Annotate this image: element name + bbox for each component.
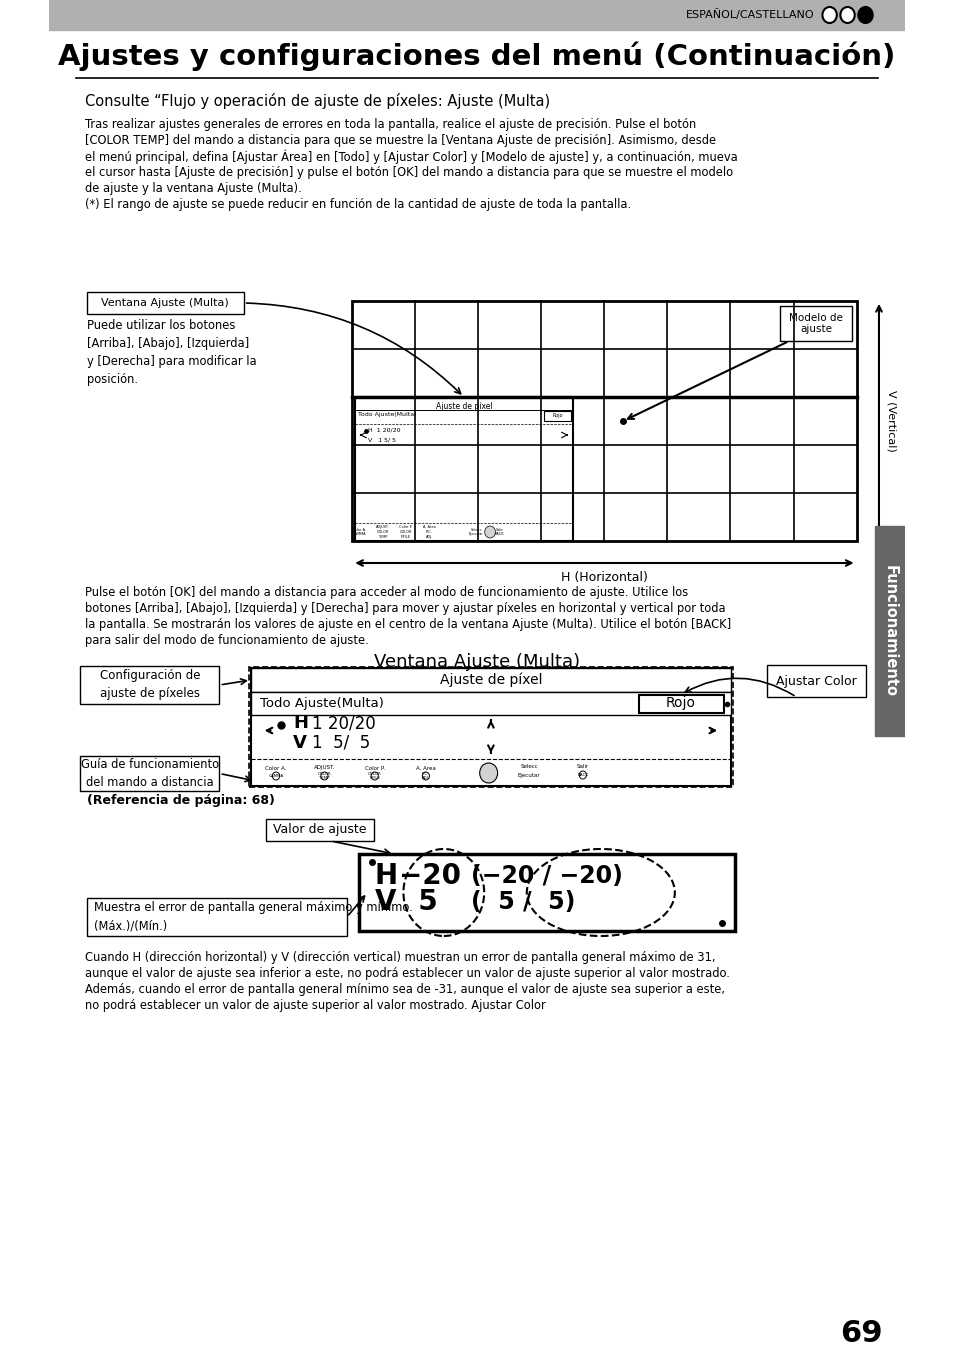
Text: el menú principal, defina [Ajustar Área] en [Todo] y [Ajustar Color] y [Modelo d: el menú principal, defina [Ajustar Área]…: [85, 151, 737, 164]
Text: H: H: [293, 715, 308, 732]
Text: A. Area
PIC.
ADJ.: A. Area PIC. ADJ.: [423, 525, 436, 538]
Bar: [49, 0, 904, 30]
Bar: [266, 819, 374, 841]
Text: Selecc: Selecc: [519, 763, 537, 769]
Text: Salir
BACK: Salir BACK: [494, 527, 504, 537]
Text: H: H: [375, 862, 397, 891]
Text: 1  5/  5: 1 5/ 5: [312, 734, 370, 751]
Bar: [251, 692, 730, 715]
Text: ESPAÑOL/CASTELLANO: ESPAÑOL/CASTELLANO: [685, 9, 814, 20]
Bar: [543, 411, 571, 420]
Bar: [638, 694, 723, 712]
Text: ADJUST.
COLOR
TEMP: ADJUST. COLOR TEMP: [375, 525, 389, 538]
Text: Color P.: Color P.: [364, 766, 384, 770]
Bar: [87, 292, 243, 315]
Text: aunque el valor de ajuste sea inferior a este, no podrá establecer un valor de a: aunque el valor de ajuste sea inferior a…: [85, 967, 729, 980]
Text: Funcionamiento: Funcionamiento: [882, 565, 896, 697]
Text: el cursor hasta [Ajuste de precisión] y pulse el botón [OK] del mando a distanci: el cursor hasta [Ajuste de precisión] y …: [85, 165, 732, 179]
Text: Rojo: Rojo: [552, 414, 562, 419]
Text: COLOR
TEMP: COLOR TEMP: [317, 772, 331, 780]
Circle shape: [273, 772, 279, 780]
Text: (  5 /  5): ( 5 / 5): [470, 891, 575, 914]
Bar: [87, 898, 347, 936]
Text: H (Horizontal): H (Horizontal): [560, 571, 647, 583]
Text: COLOR
P.FILE: COLOR P.FILE: [368, 772, 381, 780]
Text: Valor de ajuste: Valor de ajuste: [273, 823, 366, 837]
Text: Ejecutar: Ejecutar: [517, 773, 539, 778]
Bar: [358, 854, 735, 932]
Text: (−20 / −20): (−20 / −20): [470, 865, 622, 888]
Text: de ajuste y la ventana Ajuste (Multa).: de ajuste y la ventana Ajuste (Multa).: [85, 182, 301, 195]
Text: Cuando H (dirección horizontal) y V (dirección vertical) muestran un error de pa: Cuando H (dirección horizontal) y V (dir…: [85, 951, 715, 964]
Text: Ajuste de píxel: Ajuste de píxel: [436, 401, 492, 411]
Text: ADJUST.: ADJUST.: [314, 766, 335, 770]
Text: Guía de funcionamiento
del mando a distancia: Guía de funcionamiento del mando a dista…: [81, 758, 219, 789]
Bar: [249, 667, 732, 786]
Text: Ventana Ajuste (Multa): Ventana Ajuste (Multa): [374, 654, 579, 671]
Circle shape: [484, 526, 495, 538]
Text: botones [Arriba], [Abajo], [Izquierda] y [Derecha] para mover y ajustar píxeles : botones [Arriba], [Abajo], [Izquierda] y…: [85, 602, 725, 616]
Text: 69: 69: [839, 1319, 882, 1348]
Text: Color A.
GAMMA: Color A. GAMMA: [352, 527, 366, 537]
Circle shape: [422, 772, 429, 780]
Text: Muestra el error de pantalla general máximo y mínimo.
(Máx.)/(Mín.): Muestra el error de pantalla general máx…: [93, 902, 413, 933]
Text: Configuración de
ajuste de píxeles: Configuración de ajuste de píxeles: [100, 670, 200, 701]
Text: GAMMA: GAMMA: [268, 774, 283, 778]
Text: Ajustes y configuraciones del menú (Continuación): Ajustes y configuraciones del menú (Cont…: [58, 41, 895, 71]
Text: 5: 5: [398, 888, 437, 917]
Bar: [352, 301, 856, 541]
Circle shape: [840, 7, 854, 23]
Text: (Referencia de página: 68): (Referencia de página: 68): [87, 795, 274, 807]
Text: Color A.: Color A.: [265, 766, 287, 770]
Circle shape: [578, 772, 586, 778]
Text: no podrá establecer un valor de ajuste superior al valor mostrado. Ajustar Color: no podrá establecer un valor de ajuste s…: [85, 999, 545, 1012]
Bar: [875, 526, 904, 736]
Bar: [80, 666, 219, 704]
Text: Ventana Ajuste (Multa): Ventana Ajuste (Multa): [101, 298, 229, 308]
Text: V: V: [293, 734, 307, 751]
Text: Color P.
COLOR
P.FILE: Color P. COLOR P.FILE: [399, 525, 413, 538]
Circle shape: [371, 772, 378, 780]
Bar: [80, 757, 219, 791]
Text: Puede utilizar los botones
[Arriba], [Abajo], [Izquierda]
y [Derecha] para modif: Puede utilizar los botones [Arriba], [Ab…: [87, 319, 256, 386]
Text: H  1 20/20: H 1 20/20: [367, 427, 399, 433]
Text: V (Vertical): V (Vertical): [885, 391, 896, 452]
Text: Modelo de
ajuste: Modelo de ajuste: [788, 313, 842, 335]
Bar: [766, 664, 864, 697]
Text: Pulse el botón [OK] del mando a distancia para acceder al modo de funcionamiento: Pulse el botón [OK] del mando a distanci…: [85, 586, 687, 599]
Text: la pantalla. Se mostrarán los valores de ajuste en el centro de la ventana Ajust: la pantalla. Se mostrarán los valores de…: [85, 618, 730, 631]
Text: Salir: Salir: [577, 763, 588, 769]
Text: [COLOR TEMP] del mando a distancia para que se muestre la [Ventana Ajuste de pre: [COLOR TEMP] del mando a distancia para …: [85, 134, 716, 146]
Bar: [355, 397, 573, 541]
Circle shape: [320, 772, 328, 780]
Text: −20: −20: [398, 862, 460, 891]
Text: 1 20/20: 1 20/20: [312, 715, 375, 732]
Text: V: V: [375, 888, 395, 917]
Text: Además, cuando el error de pantalla general mínimo sea de -31, aunque el valor d: Además, cuando el error de pantalla gene…: [85, 983, 724, 997]
Text: Ajuste de píxel: Ajuste de píxel: [439, 673, 541, 687]
Bar: [780, 306, 851, 340]
Text: A. Area: A. Area: [416, 766, 436, 770]
Text: Consulte “Flujo y operación de ajuste de píxeles: Ajuste (Multa): Consulte “Flujo y operación de ajuste de…: [85, 94, 550, 108]
Text: Tras realizar ajustes generales de errores en toda la pantalla, realice el ajust: Tras realizar ajustes generales de error…: [85, 118, 696, 132]
Text: Selecc
Ejecutar: Selecc Ejecutar: [468, 527, 483, 537]
Text: (*) El rango de ajuste se puede reducir en función de la cantidad de ajuste de t: (*) El rango de ajuste se puede reducir …: [85, 198, 630, 212]
Text: Todo Ajuste(Multa): Todo Ajuste(Multa): [357, 412, 416, 418]
Text: Ajustar Color: Ajustar Color: [775, 674, 856, 687]
Bar: [251, 669, 730, 786]
Circle shape: [821, 7, 836, 23]
Text: PIC.
ADJ.: PIC. ADJ.: [421, 772, 430, 780]
Circle shape: [479, 763, 497, 782]
Circle shape: [858, 7, 872, 23]
Bar: [251, 669, 730, 692]
Text: BACK: BACK: [577, 773, 588, 777]
Text: Todo Ajuste(Multa): Todo Ajuste(Multa): [259, 697, 383, 711]
Text: V   1 5/ 5: V 1 5/ 5: [367, 438, 395, 442]
Text: Rojo: Rojo: [665, 697, 696, 711]
Text: para salir del modo de funcionamiento de ajuste.: para salir del modo de funcionamiento de…: [85, 635, 368, 647]
